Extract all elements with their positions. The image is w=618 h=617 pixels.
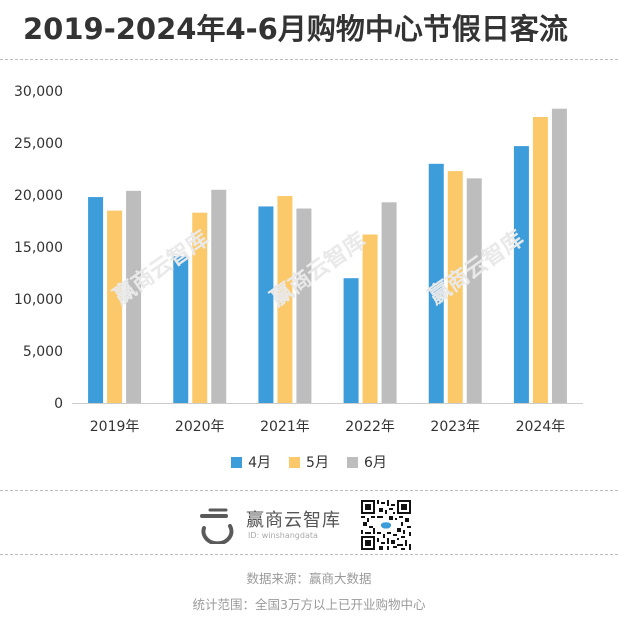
bar [107,210,123,403]
y-tick-label: 20,000 [14,188,63,204]
y-tick-label: 0 [54,396,63,412]
bar [362,234,378,403]
legend-item: 4月 [231,452,271,472]
brand-logo-icon [200,508,234,544]
legend-label: 6月 [363,455,387,471]
bar [192,212,208,403]
y-tick-label: 30,000 [14,84,63,100]
legend-item: 6月 [346,452,387,472]
brand-id: ID: winshangdata [248,531,318,540]
legend-swatch [289,456,301,468]
bar-chart: 0 5,000 10,000 15,000 20,000 25,000 30,000 2019… [14,84,583,435]
bar [551,108,567,404]
x-tick-label: 2023年 [430,419,480,435]
x-tick-label: 2022年 [345,419,395,435]
x-tick-label: 2019年 [90,419,140,435]
chart-legend: 4月 5月 6月 [0,452,618,472]
scope-note: 统计范围：全国3万方以上已开业购物中心 [192,597,426,612]
bar [126,190,142,403]
y-tick-label: 5,000 [23,344,63,360]
data-source-note: 数据来源：赢商大数据 [246,571,372,586]
chart-title: 2019-2024年4-6月购物中心节假日客流 [23,12,568,46]
legend-swatch [346,456,358,468]
bar [277,196,293,403]
legend-label: 4月 [248,455,272,471]
legend-label: 5月 [306,455,329,471]
bar [447,171,463,403]
footer-divider-bottom [0,554,618,555]
bar [211,189,227,403]
qr-code-icon [361,500,411,550]
bar [173,256,189,403]
y-tick-label: 25,000 [14,136,63,152]
bar [466,178,482,403]
footer-divider-top [0,490,618,491]
bar [513,146,529,403]
bar [258,206,274,403]
bar [88,197,104,403]
x-tick-label: 2024年 [516,419,566,435]
bar [381,202,397,403]
bar [428,163,444,403]
bar [296,208,312,403]
title-divider [0,59,618,60]
x-tick-label: 2021年 [260,419,310,435]
x-tick-label: 2020年 [175,419,225,435]
y-tick-label: 15,000 [14,240,63,256]
legend-item: 5月 [289,452,329,472]
y-tick-label: 10,000 [14,292,63,308]
bar [532,117,548,403]
bar [343,278,359,403]
legend-swatch [231,456,243,468]
brand-name: 赢商云智库 [246,510,341,531]
